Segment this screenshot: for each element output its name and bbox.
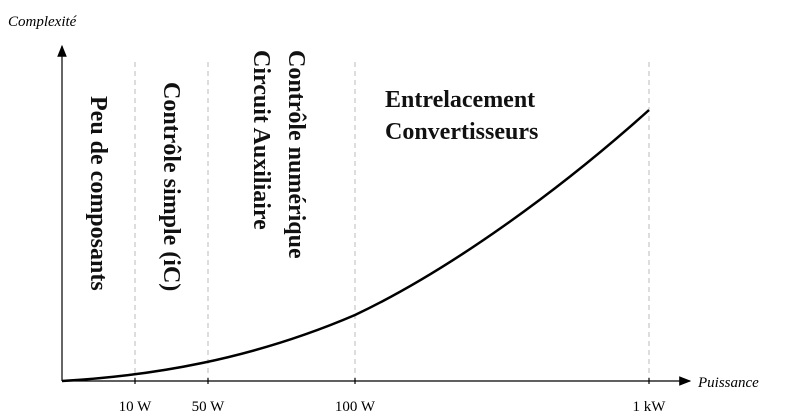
y-axis-label: Complexité [8, 14, 78, 30]
tick-label: 10 W [119, 399, 152, 415]
region-label: Circuit Auxiliaire [248, 50, 274, 230]
region-label: Peu de composants [85, 96, 111, 291]
tick-label: 100 W [335, 399, 376, 415]
region-label: Contrôle numérique [283, 50, 309, 259]
curve [61, 109, 650, 383]
region-label: Contrôle simple (iC) [158, 82, 184, 291]
tick-label: 50 W [192, 399, 225, 415]
dashed-lines [134, 62, 650, 381]
region-label: Entrelacement [385, 87, 535, 113]
region-label: Convertisseurs [385, 119, 538, 145]
x-axis-label: Puissance [697, 375, 759, 391]
tick-marks [134, 378, 650, 384]
tick-label: 1 kW [633, 399, 667, 415]
